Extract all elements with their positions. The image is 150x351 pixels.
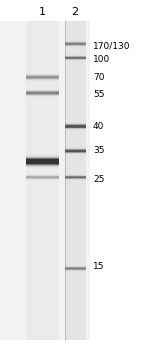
Bar (26, 158, 58, 159)
Text: 40: 40 (93, 122, 104, 131)
Bar (26, 166, 58, 167)
Text: 170/130: 170/130 (93, 41, 130, 50)
Bar (26, 160, 58, 161)
Bar (0, 21, 90, 340)
Bar (26, 154, 58, 155)
Bar (26, 164, 58, 165)
Text: 2: 2 (71, 7, 79, 17)
Bar (26, 157, 58, 158)
Bar (26, 163, 58, 164)
Bar (64, 21, 86, 340)
Bar (26, 161, 58, 162)
Bar (26, 155, 58, 156)
Text: 1: 1 (39, 7, 45, 17)
Text: 55: 55 (93, 90, 105, 99)
Bar (26, 159, 58, 160)
Text: 100: 100 (93, 55, 110, 64)
Text: 70: 70 (93, 73, 105, 82)
Text: 15: 15 (93, 262, 105, 271)
Text: 35: 35 (93, 146, 105, 155)
Bar (26, 165, 58, 166)
Text: 25: 25 (93, 174, 104, 184)
Bar (26, 156, 58, 157)
Bar (26, 21, 58, 340)
Bar (26, 162, 58, 163)
Bar (26, 167, 58, 168)
